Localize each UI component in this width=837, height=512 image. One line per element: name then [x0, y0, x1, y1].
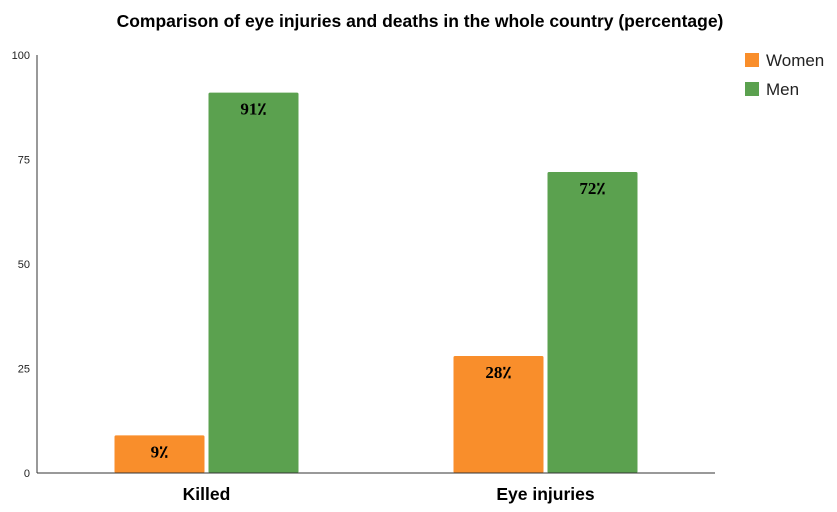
legend-swatch — [745, 82, 759, 96]
bar-men — [208, 92, 299, 474]
y-tick-label: 50 — [18, 259, 30, 271]
bars: 9٪ 91٪ 28٪ 72٪ — [114, 92, 638, 474]
legend-label: Women — [766, 51, 824, 70]
data-label: 28٪ — [485, 363, 511, 382]
data-label: 72٪ — [579, 179, 605, 198]
bar-women — [114, 435, 205, 473]
x-tick-label: Killed — [183, 484, 231, 504]
y-tick-label: 25 — [18, 364, 30, 376]
legend-label: Men — [766, 80, 799, 99]
data-label: 91٪ — [240, 100, 266, 119]
legend-swatch — [745, 53, 759, 67]
x-tick-label: Eye injuries — [496, 484, 595, 504]
legend: Women Men — [745, 51, 824, 99]
y-tick-label: 75 — [18, 155, 30, 167]
chart-title: Comparison of eye injuries and deaths in… — [117, 11, 724, 31]
y-tick-label: 100 — [12, 50, 30, 62]
x-axis: Killed Eye injuries — [183, 484, 595, 504]
bar-women — [453, 355, 544, 473]
y-tick-label: 0 — [24, 468, 30, 480]
data-label: 9٪ — [151, 442, 169, 461]
y-axis: 0 25 50 75 100 — [12, 50, 30, 480]
bar-men — [547, 172, 638, 474]
